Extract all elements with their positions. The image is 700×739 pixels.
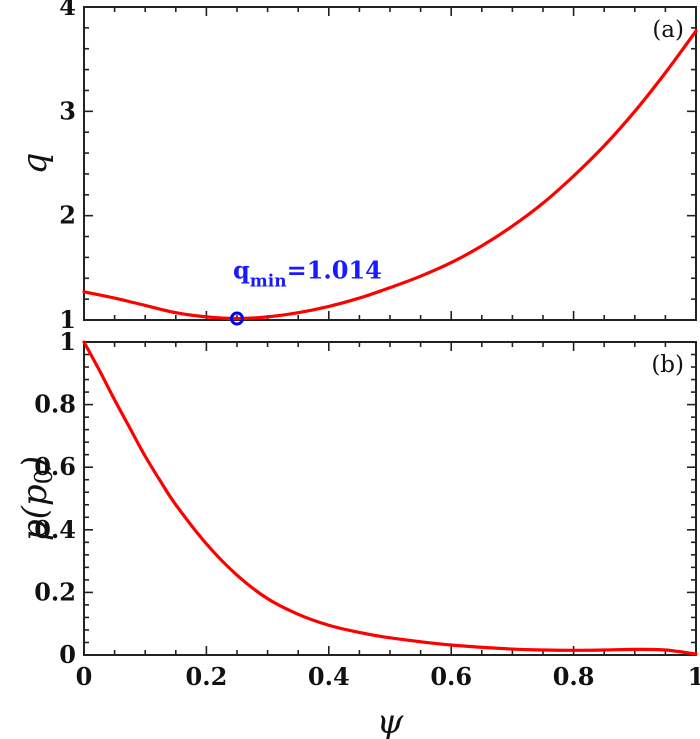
y-axis-label: q <box>15 153 55 175</box>
x-tick-label: 0.6 <box>430 662 472 691</box>
y-tick-label: 0.2 <box>34 577 76 606</box>
y-tick-label: 2 <box>59 201 76 230</box>
plot-frame <box>83 6 697 321</box>
qmin-marker <box>230 311 244 326</box>
qmin-annotation-value: =1.014 <box>287 256 382 285</box>
qmin-annotation-sub: min <box>250 272 287 292</box>
y-tick-label: 0.6 <box>34 452 76 481</box>
y-axis-label-main: p(p <box>15 484 55 541</box>
y-axis-label-close: ) <box>15 456 55 470</box>
y-axis-label: p(p0) <box>15 456 58 541</box>
y-tick-label: 0.4 <box>34 515 76 544</box>
x-tick-label: 0 <box>76 662 93 691</box>
x-tick-label: 0.2 <box>186 662 228 691</box>
x-axis-label: ψ <box>377 702 404 739</box>
panel-label: (a) <box>652 17 684 43</box>
x-tick-label: 0.8 <box>553 662 595 691</box>
series-line <box>82 340 698 656</box>
y-tick-label: 3 <box>59 96 76 125</box>
y-tick-label: 0.8 <box>34 390 76 419</box>
panel-label: (b) <box>651 352 684 378</box>
x-tick-label: 1 <box>688 662 700 691</box>
y-tick-label: 4 <box>59 0 76 21</box>
y-tick-label: 1 <box>59 327 76 356</box>
series-line <box>82 29 698 321</box>
plot-frame <box>83 341 697 656</box>
x-tick-label: 0.4 <box>308 662 350 691</box>
qmin-annotation-main: q <box>233 256 250 285</box>
y-tick-label: 1 <box>59 305 76 334</box>
y-axis-label-sub: 0 <box>30 469 58 484</box>
y-tick-label: 0 <box>59 640 76 669</box>
qmin-annotation: qmin=1.014 <box>233 256 382 292</box>
panel-b-pressure-profile: 00.20.40.60.810 0.2 0.4 0.6 0.8 1(b)p(p0)ψ <box>15 327 700 739</box>
